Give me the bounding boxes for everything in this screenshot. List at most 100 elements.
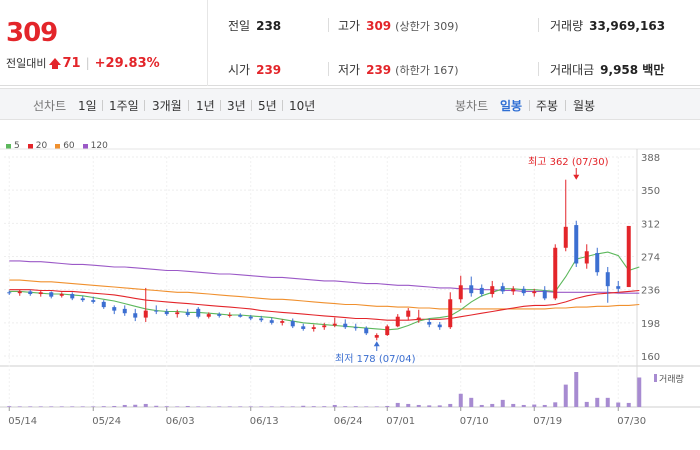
volume-label: 거래량 xyxy=(550,19,584,33)
ma120-line xyxy=(9,260,640,294)
period-3y-button[interactable]: 3년 xyxy=(227,99,246,113)
candle xyxy=(490,280,495,298)
candle xyxy=(133,308,138,322)
legend-swatch xyxy=(6,143,11,149)
candle-body xyxy=(80,298,85,301)
candle xyxy=(185,308,190,317)
volume-bar xyxy=(122,404,127,407)
high-label: 고가 xyxy=(338,19,361,33)
monthly-candle-button[interactable]: 월봉 xyxy=(573,99,596,113)
volume-bar xyxy=(91,406,96,407)
period-5y-button[interactable]: 5년 xyxy=(258,99,277,113)
legend-label: 120 xyxy=(90,141,108,151)
weekly-candle-button[interactable]: 주봉 xyxy=(536,99,559,113)
price-summary: 309 전일대비 71 | +29.83% xyxy=(0,0,208,86)
candle-body xyxy=(101,301,106,308)
candle xyxy=(122,305,127,316)
x-tick-label: 06/13 xyxy=(250,416,279,427)
volume-bar xyxy=(154,405,159,407)
ma60-line xyxy=(9,279,640,310)
volume-bar xyxy=(343,406,348,407)
volume-bar xyxy=(38,406,43,407)
candle-body xyxy=(164,311,169,315)
candle xyxy=(269,317,274,325)
candle xyxy=(542,286,547,301)
y-tick-label: 274 xyxy=(641,253,660,264)
candle xyxy=(112,305,117,315)
candle-body xyxy=(469,285,474,294)
candle xyxy=(101,300,106,309)
candle xyxy=(605,266,610,303)
candle-body xyxy=(626,225,631,288)
x-tick-label: 05/14 xyxy=(8,416,37,427)
period-1y-button[interactable]: 1년 xyxy=(196,99,215,113)
candle-body xyxy=(322,325,327,328)
divider xyxy=(328,18,329,32)
candle xyxy=(532,288,537,297)
candle-body xyxy=(280,321,285,323)
x-axis: 05/14 05/24 06/03 06/13 06/24 07/01 07/10 07/19… xyxy=(8,407,646,427)
high-price: 고가 309 (상한가 309) xyxy=(338,17,459,34)
candle-body xyxy=(133,313,138,318)
up-arrow-icon xyxy=(49,57,62,69)
candle xyxy=(206,312,211,319)
candle-body xyxy=(563,226,568,248)
period-10y-button[interactable]: 10년 xyxy=(289,99,316,113)
candle-body xyxy=(532,291,537,294)
divider xyxy=(220,100,221,111)
candle xyxy=(563,179,568,252)
open-value: 239 xyxy=(256,63,282,77)
candle-body xyxy=(490,286,495,295)
volume-bar xyxy=(448,403,453,407)
change-value: 71 xyxy=(62,55,81,71)
period-1w-button[interactable]: 1주일 xyxy=(109,99,139,113)
change-percent: +29.83% xyxy=(94,55,160,71)
candle xyxy=(91,296,96,304)
candle xyxy=(164,308,169,316)
x-tick-label: 07/01 xyxy=(386,416,415,427)
y-tick-label: 350 xyxy=(641,186,660,197)
volume-bar xyxy=(290,406,295,407)
candle xyxy=(248,314,253,321)
candle-body xyxy=(385,326,390,336)
candle xyxy=(49,291,54,299)
candle xyxy=(343,319,348,329)
amount-value: 9,958 백만 xyxy=(600,63,665,77)
divider xyxy=(538,62,539,76)
volume-bar xyxy=(406,403,411,407)
volume-bar xyxy=(59,406,64,407)
candle-chart-label: 봉차트 xyxy=(455,99,489,113)
volume-bar xyxy=(637,377,642,407)
candle-body xyxy=(395,316,400,327)
candle xyxy=(154,305,159,315)
candle-body xyxy=(521,288,526,294)
candle xyxy=(280,319,285,326)
candle-body xyxy=(448,299,453,328)
y-tick-label: 388 xyxy=(641,153,660,164)
candle xyxy=(521,286,526,296)
volume-bar xyxy=(437,405,442,407)
max-price-label: 최고 362 (07/30) xyxy=(528,156,609,168)
prev-close-label: 전일 xyxy=(228,19,251,33)
candle xyxy=(574,220,579,267)
candle xyxy=(616,280,621,293)
legend-label: 60 xyxy=(63,141,75,151)
candle xyxy=(416,309,421,323)
period-3m-button[interactable]: 3개월 xyxy=(152,99,182,113)
candle-body xyxy=(196,308,201,317)
volume-bar xyxy=(28,406,33,407)
volume-bar xyxy=(17,406,22,407)
volume-bar xyxy=(626,402,631,407)
candle xyxy=(500,282,505,295)
volume-bar xyxy=(112,405,117,407)
volume-bar xyxy=(164,406,169,407)
lower-limit: (하한가 167) xyxy=(395,64,459,77)
volume-bar xyxy=(553,402,558,407)
candle xyxy=(395,314,400,328)
period-1d-button[interactable]: 1일 xyxy=(78,99,97,113)
candle-body xyxy=(427,321,432,325)
daily-candle-button[interactable]: 일봉 xyxy=(500,99,523,113)
volume-bar xyxy=(322,406,327,407)
volume-bar xyxy=(70,406,75,407)
candle-body xyxy=(38,292,43,295)
